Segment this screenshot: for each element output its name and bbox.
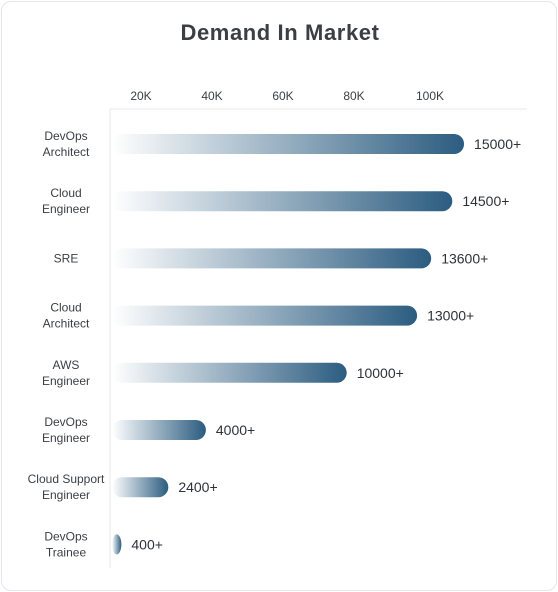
- category-label-line: DevOps: [44, 415, 87, 429]
- category-label: AWS Engineer: [42, 358, 90, 388]
- category-label-line: DevOps: [44, 129, 87, 143]
- x-tick-label: 100K: [416, 89, 444, 103]
- value-label: 400+: [131, 536, 163, 552]
- category-label-line: Architect: [43, 145, 90, 159]
- bar: [112, 248, 432, 269]
- category-label: SRE: [54, 251, 79, 265]
- category-label-line: Engineer: [42, 202, 90, 216]
- category-label: DevOps Trainee: [44, 529, 87, 559]
- bar: [112, 362, 347, 383]
- category-label-line: Cloud: [50, 186, 81, 200]
- value-label: 15000+: [474, 136, 521, 152]
- category-label-line: Engineer: [42, 488, 90, 502]
- category-label-line: Cloud Support: [28, 472, 105, 486]
- bar: [112, 134, 465, 154]
- category-label-line: Cloud: [50, 301, 81, 315]
- x-tick-label: 60K: [272, 89, 293, 103]
- category-label: DevOps Architect: [43, 129, 90, 159]
- category-label-line: AWS: [53, 358, 80, 372]
- category-label-line: Architect: [43, 317, 90, 331]
- bar: [112, 305, 418, 326]
- bar: [112, 534, 122, 555]
- category-label: Cloud Architect: [43, 301, 90, 331]
- category-label-line: SRE: [54, 251, 79, 265]
- category-label: Cloud Support Engineer: [28, 472, 105, 502]
- value-label: 2400+: [178, 479, 217, 495]
- category-label: DevOps Engineer: [42, 415, 90, 445]
- category-label-line: Engineer: [42, 431, 90, 445]
- value-label: 14500+: [462, 193, 509, 209]
- chart-title: Demand In Market: [180, 20, 380, 45]
- value-label: 10000+: [357, 365, 404, 381]
- category-label: Cloud Engineer: [42, 186, 90, 216]
- value-label: 13600+: [441, 250, 488, 266]
- value-label: 13000+: [427, 308, 474, 324]
- bar: [112, 477, 169, 498]
- x-tick-label: 40K: [201, 89, 222, 103]
- x-tick-label: 80K: [343, 89, 364, 103]
- category-label-line: DevOps: [44, 529, 87, 543]
- value-label: 4000+: [216, 422, 255, 438]
- category-label-line: Trainee: [46, 545, 87, 559]
- x-tick-label: 20K: [130, 89, 151, 103]
- bar: [112, 420, 206, 440]
- bar: [112, 191, 453, 212]
- category-label-line: Engineer: [42, 374, 90, 388]
